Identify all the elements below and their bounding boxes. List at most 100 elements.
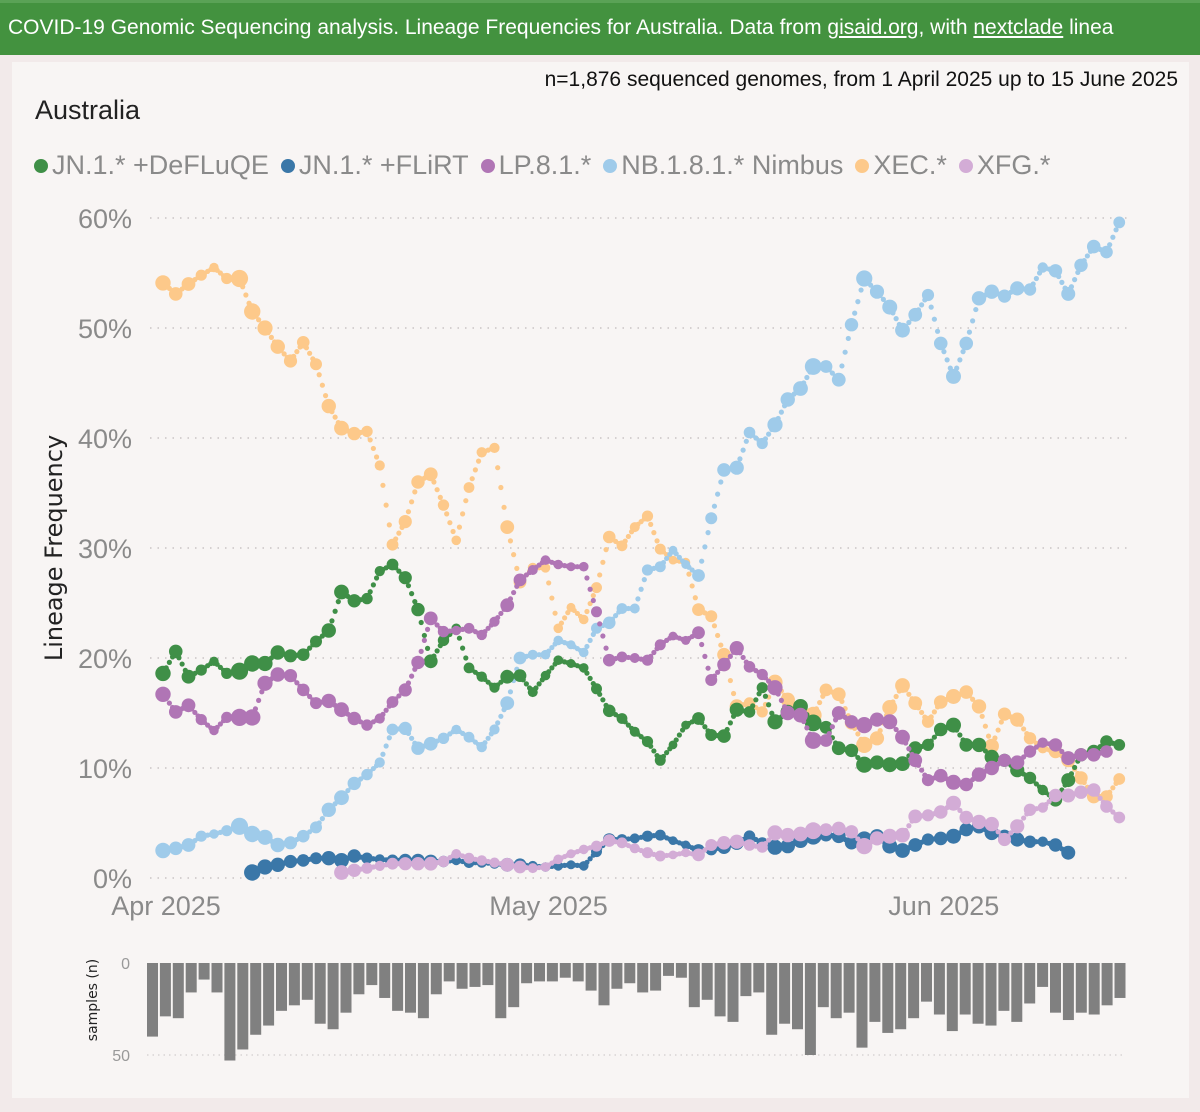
data-point — [882, 757, 898, 773]
sample-bar — [482, 963, 494, 986]
data-point — [296, 683, 310, 697]
data-point — [668, 850, 678, 860]
interp-point — [893, 693, 899, 700]
sample-bar — [185, 963, 197, 993]
sample-bar — [288, 963, 300, 1006]
data-point — [1048, 264, 1063, 278]
sample-bar — [1088, 963, 1100, 1015]
interp-point — [322, 393, 329, 399]
data-point — [310, 852, 322, 865]
interp-point — [316, 372, 322, 378]
interp-point — [686, 571, 692, 577]
data-point — [819, 360, 833, 373]
nextclade-link[interactable]: nextclade — [973, 16, 1064, 39]
data-point — [793, 381, 808, 396]
data-point — [374, 713, 385, 724]
data-point — [168, 644, 183, 659]
data-point — [463, 731, 475, 743]
data-point — [743, 426, 756, 439]
legend-item[interactable]: XEC.* — [855, 150, 947, 181]
data-point — [602, 653, 616, 667]
interp-point — [329, 618, 335, 624]
data-point — [500, 857, 515, 872]
data-point — [959, 685, 974, 699]
sample-bar — [727, 963, 739, 1022]
interp-point — [941, 349, 947, 355]
interp-point — [256, 697, 262, 703]
sample-bar — [521, 963, 533, 984]
data-point — [780, 838, 795, 854]
sample-bar — [211, 963, 223, 993]
interp-point — [409, 673, 415, 679]
legend-item[interactable]: NB.1.8.1.* Nimbus — [603, 150, 843, 181]
data-point — [641, 654, 654, 666]
interp-point — [858, 287, 864, 293]
data-point — [1074, 785, 1088, 799]
data-point — [463, 482, 475, 493]
legend-item[interactable]: JN.1.* +DeFLuQE — [34, 150, 269, 181]
data-point — [602, 704, 616, 718]
gisaid-link[interactable]: gisaid.org — [827, 16, 919, 39]
data-point — [692, 848, 705, 862]
data-point — [155, 665, 171, 682]
data-point — [1048, 738, 1063, 752]
data-point — [780, 392, 795, 407]
data-point — [705, 610, 718, 623]
data-point — [270, 857, 285, 872]
data-point — [629, 603, 640, 614]
data-point — [1037, 737, 1048, 748]
interp-point — [434, 648, 440, 654]
data-point — [500, 520, 515, 534]
data-point — [819, 734, 833, 747]
sample-summary: n=1,876 sequenced genomes, from 1 April … — [544, 68, 1178, 91]
data-point — [882, 299, 898, 315]
data-point — [616, 603, 628, 614]
data-point — [244, 709, 261, 726]
data-point — [946, 795, 961, 811]
legend-dot-icon — [280, 158, 295, 173]
data-point — [476, 741, 487, 753]
data-point — [451, 849, 462, 859]
interp-point — [243, 292, 249, 298]
interp-point — [730, 690, 737, 697]
data-point — [767, 825, 783, 841]
data-point — [423, 856, 438, 871]
sample-bar — [405, 963, 416, 1013]
interp-point — [421, 632, 427, 639]
data-point — [283, 649, 298, 663]
sample-bar — [792, 963, 803, 1030]
interp-point — [906, 319, 912, 326]
legend-item[interactable]: LP.8.1.* — [480, 150, 591, 181]
legend-item[interactable]: XFG.* — [958, 150, 1050, 181]
data-point — [1061, 751, 1076, 766]
y-tick-label: 20% — [78, 644, 132, 674]
data-point — [540, 670, 551, 681]
sample-bar — [250, 963, 262, 1035]
data-point — [1113, 811, 1126, 824]
data-point — [321, 398, 336, 414]
data-point — [780, 692, 795, 707]
data-point — [283, 836, 298, 850]
data-point — [1100, 790, 1113, 803]
data-point — [257, 859, 273, 875]
interp-point — [1008, 830, 1014, 836]
sample-bar — [301, 963, 313, 1000]
interp-point — [498, 610, 504, 617]
legend-item[interactable]: JN.1.* +FLiRT — [280, 150, 469, 181]
data-point — [411, 857, 425, 871]
interp-point — [845, 335, 851, 342]
data-point — [257, 675, 273, 691]
data-point — [244, 303, 261, 320]
interp-point — [383, 502, 389, 508]
data-point — [895, 827, 910, 843]
data-point — [155, 686, 171, 702]
data-point — [181, 277, 196, 291]
sample-bar — [495, 963, 507, 1019]
data-point — [423, 611, 438, 626]
data-point — [602, 834, 616, 847]
data-point — [1113, 216, 1126, 229]
data-point — [540, 555, 551, 565]
data-point — [780, 827, 795, 843]
interp-point — [1084, 253, 1090, 259]
interp-point — [335, 599, 341, 605]
